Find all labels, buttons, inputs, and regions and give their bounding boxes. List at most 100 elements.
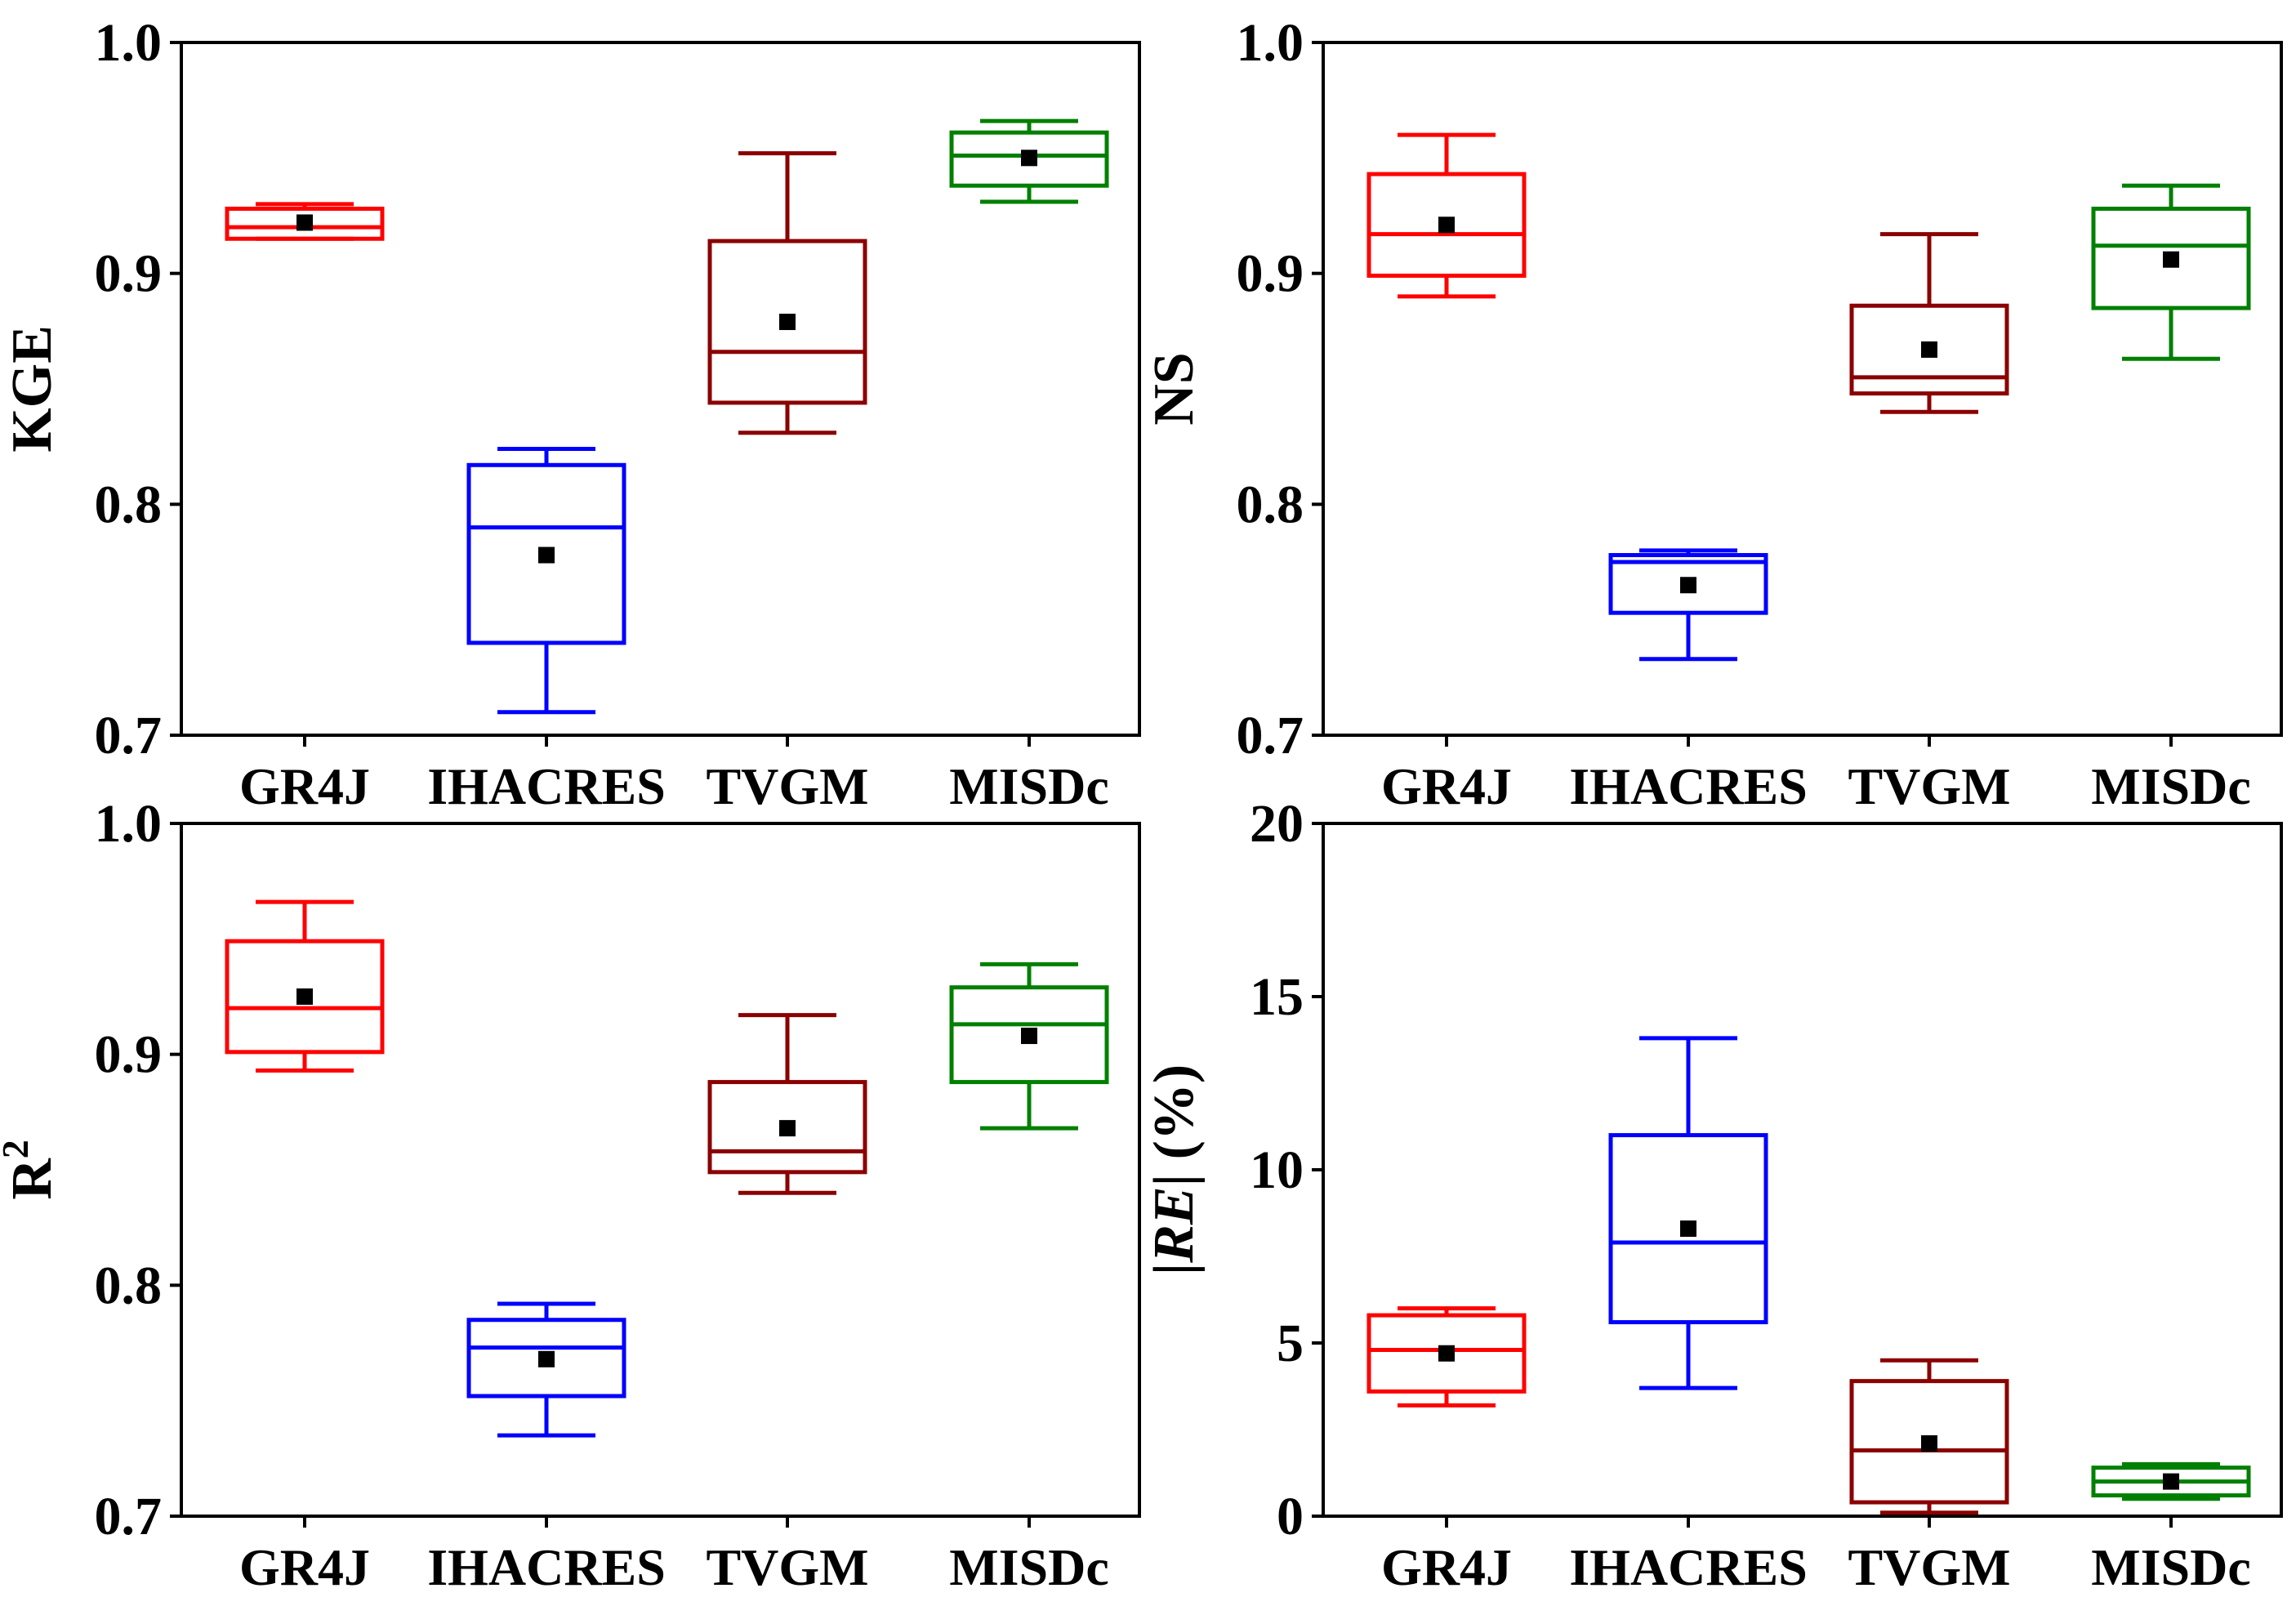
y-axis-title-part: KGE — [1, 325, 64, 453]
mean-marker — [296, 214, 313, 231]
y-axis-title: NS — [1143, 352, 1206, 425]
plot-frame — [180, 41, 1141, 737]
y-tick-label: 10 — [1250, 1140, 1304, 1200]
box-misdc — [2091, 183, 2251, 361]
box-misdc — [949, 961, 1109, 1131]
y-tick-label: 0.9 — [95, 244, 163, 304]
x-tick-label: TVGM — [1848, 1538, 2010, 1596]
panel-r2: 0.7 0.8 0.9 1.0 GR4J IHACRES TVGM MISDc R2 — [0, 794, 1141, 1596]
y-tick-label: 0.7 — [95, 1487, 163, 1546]
box-iqr — [1608, 1133, 1768, 1325]
y-tick-label: 0.9 — [95, 1025, 163, 1085]
box-ihacres — [466, 446, 626, 715]
box-misdc — [949, 118, 1109, 204]
x-tick-label: MISDc — [949, 757, 1109, 815]
y-axis-title-part: | (%) — [1143, 1064, 1206, 1187]
y-tick-label: 1.0 — [1237, 13, 1304, 73]
mean-marker — [538, 1350, 555, 1367]
x-tick-label: MISDc — [2091, 757, 2251, 815]
y-tick-label: 0 — [1277, 1487, 1304, 1546]
x-tick-label: IHACRES — [427, 757, 666, 815]
mean-marker — [779, 314, 796, 331]
x-tick-label: IHACRES — [1569, 1538, 1808, 1596]
y-tick-label: 20 — [1250, 794, 1304, 854]
mean-marker — [1680, 1220, 1696, 1238]
y-axis-title: KGE — [1, 325, 64, 453]
y-tick-label: 5 — [1277, 1314, 1304, 1373]
mean-marker — [1438, 216, 1455, 234]
mean-marker — [779, 1120, 796, 1137]
x-tick-label: IHACRES — [427, 1538, 666, 1596]
box-ihacres — [1608, 548, 1768, 662]
box-iqr — [2091, 207, 2251, 310]
box-iqr — [1849, 1379, 2009, 1505]
x-tick-label: GR4J — [1381, 757, 1512, 815]
x-tick-label: GR4J — [239, 757, 370, 815]
box-ihacres — [1608, 1036, 1768, 1390]
y-axis-title-part: | — [1143, 1263, 1206, 1275]
panel-kge: 0.7 0.8 0.9 1.0 GR4J IHACRES TVGM MISDc KGE — [1, 13, 1141, 815]
box-gr4j — [1366, 1306, 1527, 1408]
box-ihacres — [466, 1301, 626, 1438]
box-tvgm — [1849, 232, 2009, 414]
box-tvgm — [707, 151, 867, 435]
box-gr4j — [225, 899, 385, 1073]
y-axis-title: R2 — [0, 1140, 64, 1200]
box-gr4j — [1366, 132, 1527, 299]
y-tick-label: 0.8 — [95, 475, 163, 534]
x-tick-label: TVGM — [706, 757, 868, 815]
box-iqr — [949, 985, 1109, 1085]
box-tvgm — [707, 1013, 867, 1195]
x-tick-label: TVGM — [1848, 757, 2010, 815]
box-iqr — [1608, 553, 1768, 615]
box-iqr — [225, 207, 385, 241]
y-tick-label: 0.7 — [95, 706, 163, 765]
box-iqr — [949, 130, 1109, 188]
y-tick-label: 1.0 — [95, 13, 163, 73]
x-tick-label: GR4J — [239, 1538, 370, 1596]
box-iqr — [707, 1080, 867, 1175]
x-tick-label: TVGM — [706, 1538, 868, 1596]
y-tick-label: 15 — [1250, 967, 1304, 1027]
box-iqr — [707, 239, 867, 405]
box-iqr — [466, 1318, 626, 1399]
x-tick-label: MISDc — [2091, 1538, 2251, 1596]
mean-marker — [1921, 1434, 1937, 1452]
box-iqr — [225, 939, 385, 1055]
box-gr4j — [225, 202, 385, 241]
box-iqr — [466, 462, 626, 645]
mean-marker — [1921, 341, 1937, 358]
mean-marker — [1021, 1028, 1037, 1045]
x-tick-label: GR4J — [1381, 1538, 1512, 1596]
box-iqr — [1366, 172, 1527, 278]
plot-frame — [1322, 41, 2283, 737]
panel-re: 0 5 10 15 20 GR4J IHACRES TVGM MISDc |RE| (%) — [1143, 794, 2283, 1596]
mean-marker — [1680, 577, 1696, 594]
y-axis-title-part: R — [1, 1158, 64, 1200]
y-axis-title-part: NS — [1143, 352, 1206, 425]
y-axis-title-part: RE — [1143, 1186, 1206, 1263]
mean-marker — [296, 988, 313, 1005]
box-misdc — [2091, 1461, 2251, 1501]
mean-marker — [1021, 149, 1037, 167]
mean-marker — [1438, 1345, 1455, 1362]
x-tick-label: IHACRES — [1569, 757, 1808, 815]
mean-marker — [2163, 251, 2179, 268]
y-axis-title: |RE| (%) — [1143, 1064, 1206, 1275]
plot-frame — [1322, 822, 2283, 1518]
mean-marker — [538, 547, 555, 564]
y-axis-title-sup: 2 — [0, 1140, 36, 1158]
box-iqr — [1366, 1313, 1527, 1394]
panel-ns: 0.7 0.8 0.9 1.0 GR4J IHACRES TVGM MISDc NS — [1143, 13, 2283, 815]
y-tick-label: 0.9 — [1237, 244, 1304, 304]
box-iqr — [1849, 303, 2009, 396]
x-tick-label: MISDc — [949, 1538, 1109, 1596]
plot-frame — [180, 822, 1141, 1518]
box-tvgm — [1849, 1358, 2009, 1515]
mean-marker — [2163, 1473, 2179, 1490]
y-tick-label: 1.0 — [95, 794, 163, 854]
y-tick-label: 0.8 — [95, 1256, 163, 1315]
y-tick-label: 0.7 — [1237, 706, 1304, 765]
y-tick-label: 0.8 — [1237, 475, 1304, 534]
